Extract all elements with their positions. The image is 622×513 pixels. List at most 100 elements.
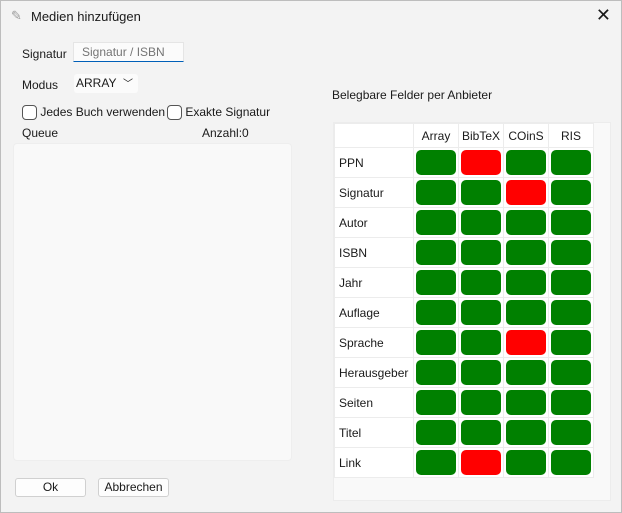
table-cell <box>548 177 594 208</box>
checkbox-box <box>22 105 37 121</box>
available-indicator <box>506 210 546 235</box>
table-cell <box>458 417 504 448</box>
exakte-signatur-label: Exakte Signatur <box>185 105 271 119</box>
available-indicator <box>461 330 501 355</box>
table-cell <box>548 267 594 298</box>
signatur-input[interactable] <box>73 42 184 62</box>
row-header: Autor <box>334 207 414 238</box>
table-cell <box>413 147 459 178</box>
table-cell <box>458 237 504 268</box>
available-indicator <box>416 450 456 475</box>
available-indicator <box>416 390 456 415</box>
table-cell <box>413 357 459 388</box>
available-indicator <box>551 300 591 325</box>
available-indicator <box>551 180 591 205</box>
fields-table: Array BibTeX COinS RIS PPN Signatur Autor ISBN J… <box>334 123 594 478</box>
row-header: Jahr <box>334 267 414 298</box>
unavailable-indicator <box>461 150 501 175</box>
table-cell <box>413 327 459 358</box>
table-cell <box>503 297 549 328</box>
available-indicator <box>416 360 456 385</box>
unavailable-indicator <box>506 330 546 355</box>
close-icon[interactable]: ✕ <box>595 5 611 25</box>
corner-header <box>334 123 414 148</box>
table-cell <box>548 387 594 418</box>
row-header: Seiten <box>334 387 414 418</box>
table-cell <box>548 147 594 178</box>
available-indicator <box>461 180 501 205</box>
queue-count: Anzahl:0 <box>202 126 249 140</box>
table-cell <box>503 147 549 178</box>
table-cell <box>548 447 594 478</box>
available-indicator <box>551 330 591 355</box>
table-cell <box>413 267 459 298</box>
available-indicator <box>416 210 456 235</box>
available-indicator <box>506 420 546 445</box>
column-header: RIS <box>548 123 594 148</box>
table-cell <box>413 417 459 448</box>
cancel-button[interactable]: Abbrechen <box>98 478 169 497</box>
available-indicator <box>461 390 501 415</box>
table-row: PPN <box>334 147 594 178</box>
available-indicator <box>551 390 591 415</box>
table-cell <box>503 357 549 388</box>
queue-list[interactable] <box>13 143 292 461</box>
available-indicator <box>551 450 591 475</box>
table-cell <box>458 147 504 178</box>
table-cell <box>548 327 594 358</box>
available-indicator <box>551 360 591 385</box>
available-indicator <box>506 270 546 295</box>
available-indicator <box>416 270 456 295</box>
jedes-buch-checkbox[interactable]: Jedes Buch verwenden <box>22 105 166 121</box>
available-indicator <box>416 180 456 205</box>
row-header: Herausgeber <box>334 357 414 388</box>
table-cell <box>413 297 459 328</box>
table-cell <box>503 447 549 478</box>
available-indicator <box>416 300 456 325</box>
checkbox-box <box>167 105 182 121</box>
available-indicator <box>461 300 501 325</box>
table-cell <box>548 297 594 328</box>
modus-select[interactable]: ARRAY ﹀ <box>74 74 138 93</box>
row-header: Sprache <box>334 327 414 358</box>
table-cell <box>548 237 594 268</box>
fields-title: Belegbare Felder per Anbieter <box>332 88 493 102</box>
table-row: ISBN <box>334 237 594 268</box>
ok-button[interactable]: Ok <box>15 478 86 497</box>
table-cell <box>503 417 549 448</box>
jedes-buch-label: Jedes Buch verwenden <box>40 105 166 119</box>
available-indicator <box>551 240 591 265</box>
table-cell <box>458 357 504 388</box>
table-cell <box>413 177 459 208</box>
available-indicator <box>506 150 546 175</box>
table-cell <box>458 447 504 478</box>
table-row: Titel <box>334 417 594 448</box>
exakte-signatur-checkbox[interactable]: Exakte Signatur <box>167 105 271 121</box>
table-cell <box>458 327 504 358</box>
row-header: ISBN <box>334 237 414 268</box>
available-indicator <box>461 270 501 295</box>
modus-label: Modus <box>22 78 59 92</box>
unavailable-indicator <box>461 450 501 475</box>
available-indicator <box>506 360 546 385</box>
table-cell <box>548 207 594 238</box>
table-cell <box>503 327 549 358</box>
table-cell <box>458 387 504 418</box>
row-header: Auflage <box>334 297 414 328</box>
table-cell <box>503 237 549 268</box>
table-row: Herausgeber <box>334 357 594 388</box>
table-row: Sprache <box>334 327 594 358</box>
row-header: Signatur <box>334 177 414 208</box>
pencil-icon: ✎ <box>11 8 22 23</box>
unavailable-indicator <box>506 180 546 205</box>
table-cell <box>458 297 504 328</box>
table-cell <box>413 207 459 238</box>
column-header: Array <box>413 123 459 148</box>
table-cell <box>413 237 459 268</box>
table-cell <box>503 387 549 418</box>
column-header: BibTeX <box>458 123 504 148</box>
row-header: Link <box>334 447 414 478</box>
window-title: Medien hinzufügen <box>31 9 141 24</box>
available-indicator <box>506 390 546 415</box>
